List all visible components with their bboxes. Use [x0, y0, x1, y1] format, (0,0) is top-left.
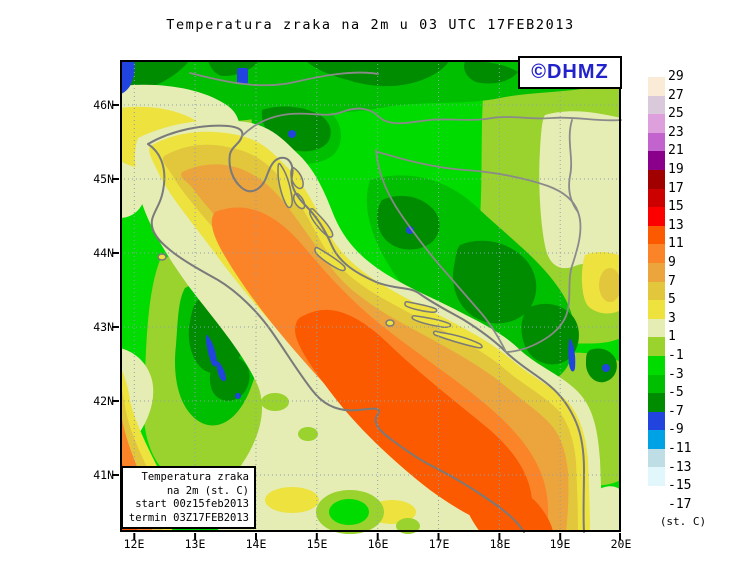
- legend-swatch: [648, 95, 665, 115]
- temperature-map: [112, 60, 622, 540]
- legend-label: 7: [668, 273, 676, 289]
- legend-swatch: [648, 318, 665, 338]
- lat-label-44n: 44N: [93, 246, 114, 260]
- lat-label-41n: 41N: [93, 468, 114, 482]
- legend-label: -3: [668, 366, 684, 382]
- lon-label-17e: 17E: [428, 537, 450, 551]
- legend-swatch: [648, 132, 665, 152]
- legend-swatch: [648, 486, 665, 505]
- axis-ticks: [112, 104, 621, 540]
- legend-swatch: [648, 337, 665, 356]
- legend-label: 5: [668, 292, 676, 308]
- dhmz-logo-box: ©DHMZ: [518, 56, 622, 89]
- dhmz-logo-text: ©DHMZ: [531, 61, 609, 83]
- legend-label: 27: [668, 87, 684, 103]
- legend-label: 23: [668, 124, 684, 140]
- legend-label: 21: [668, 143, 684, 159]
- legend-label: 19: [668, 162, 684, 177]
- map-frame: [120, 60, 621, 532]
- map-title: Temperatura zraka na 2m u 03 UTC 17FEB20…: [166, 17, 575, 33]
- legend-swatch: [648, 300, 665, 319]
- legend-label: 17: [668, 180, 684, 196]
- lon-label-12e: 12E: [123, 537, 145, 551]
- legend-label: 9: [668, 255, 676, 270]
- legend-swatch: [648, 355, 665, 375]
- country-borders: [189, 71, 622, 353]
- legend-label: 11: [668, 236, 684, 252]
- info-line-4: termin 03Z17FEB2013: [128, 511, 249, 524]
- lat-label-45n: 45N: [93, 172, 114, 186]
- legend-swatch: [648, 411, 665, 431]
- map-canvas: [112, 60, 622, 540]
- info-line-2: na 2m (st. C): [166, 484, 249, 497]
- info-line-1: Temperatura zraka: [141, 471, 249, 483]
- legend-label: 13: [668, 217, 684, 233]
- lon-label-16e: 16E: [367, 537, 389, 551]
- legend-swatch: [648, 114, 665, 133]
- legend-swatch: [648, 262, 665, 282]
- lon-label-13e: 13E: [184, 537, 206, 551]
- run-info-box: Temperatura zraka na 2m (st. C) start 00…: [121, 466, 256, 529]
- lon-label-19e: 19E: [549, 537, 571, 551]
- legend-label: -17: [668, 496, 692, 512]
- legend-unit: (st. C): [659, 515, 707, 528]
- lon-label-18e: 18E: [489, 537, 511, 551]
- legend-swatch: [648, 77, 665, 96]
- legend-colorbar: [648, 77, 665, 505]
- legend-label: 15: [668, 199, 684, 215]
- legend-swatch: [648, 188, 665, 208]
- legend-label: 29: [668, 69, 684, 84]
- coastlines: [147, 124, 586, 533]
- legend-swatch: [648, 448, 665, 468]
- legend-swatch: [648, 467, 665, 487]
- lat-label-42n: 42N: [93, 394, 114, 408]
- legend-label: -11: [668, 441, 692, 456]
- graticule: [120, 60, 621, 532]
- lon-label-14e: 14E: [245, 537, 267, 551]
- legend-label: -1: [668, 348, 684, 363]
- legend-swatch: [648, 207, 665, 226]
- legend-swatch: [648, 393, 665, 412]
- legend-label: 25: [668, 106, 684, 122]
- legend-swatch: [648, 430, 665, 449]
- legend-swatch: [648, 151, 665, 170]
- legend-label: -7: [668, 403, 684, 419]
- legend-swatch: [648, 225, 665, 245]
- legend-label: -15: [668, 478, 692, 494]
- legend-label: -5: [668, 385, 684, 401]
- legend-label: -9: [668, 422, 684, 438]
- lat-label-46n: 46N: [93, 98, 114, 112]
- legend-swatch: [648, 374, 665, 394]
- legend-label: 3: [668, 310, 676, 326]
- legend-swatch: [648, 169, 665, 189]
- lon-label-20e: 20E: [610, 537, 632, 551]
- legend-swatch: [648, 281, 665, 301]
- legend-label: -13: [668, 459, 692, 475]
- legend-label: 1: [668, 329, 676, 345]
- lat-label-43n: 43N: [93, 320, 114, 334]
- lon-label-15e: 15E: [306, 537, 328, 551]
- cold-patches: [120, 60, 610, 399]
- info-line-3: start 00z15feb2013: [135, 498, 249, 510]
- legend-swatch: [648, 244, 665, 263]
